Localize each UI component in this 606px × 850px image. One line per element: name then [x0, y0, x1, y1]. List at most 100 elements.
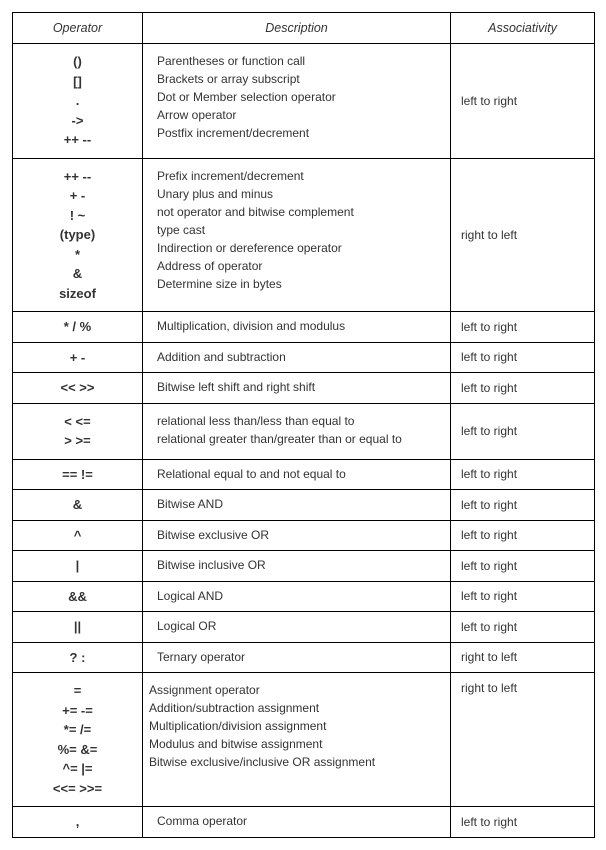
table-row: || Logical OR left to right: [13, 612, 595, 643]
description-text: Comma operator: [157, 812, 444, 830]
description-text: Bitwise left shift and right shift: [157, 378, 444, 396]
operator-cell: ++ --+ -! ~(type)*&sizeof: [13, 158, 143, 312]
associativity-cell: left to right: [451, 312, 595, 343]
operator-text: == !=: [17, 465, 138, 485]
description-cell: Prefix increment/decrementUnary plus and…: [143, 158, 451, 312]
associativity-cell: left to right: [451, 581, 595, 612]
table-row: << >> Bitwise left shift and right shift l…: [13, 373, 595, 404]
description-cell: Multiplication, division and modulus: [143, 312, 451, 343]
description-cell: Bitwise AND: [143, 490, 451, 521]
description-text: Assignment operator: [149, 681, 444, 699]
associativity-cell: left to right: [451, 490, 595, 521]
header-associativity: Associativity: [451, 13, 595, 44]
table-row: < <=> >=relational less than/less than e…: [13, 403, 595, 459]
operator-precedence-table: Operator Description Associativity ()[].…: [12, 12, 595, 838]
description-cell: Logical AND: [143, 581, 451, 612]
description-text: Bitwise AND: [157, 495, 444, 513]
description-text: not operator and bitwise complement: [157, 203, 444, 221]
description-text: Determine size in bytes: [157, 275, 444, 293]
operator-text: > >=: [17, 431, 138, 451]
header-operator: Operator: [13, 13, 143, 44]
operator-text: < <=: [17, 412, 138, 432]
table-row: &Bitwise AND left to right: [13, 490, 595, 521]
description-text: Brackets or array subscript: [157, 70, 444, 88]
operator-text: + -: [17, 186, 138, 206]
operator-cell: << >>: [13, 373, 143, 404]
operator-text: =: [17, 681, 138, 701]
description-text: Unary plus and minus: [157, 185, 444, 203]
operator-text: ^: [17, 526, 138, 546]
operator-text: ! ~: [17, 206, 138, 226]
operator-text: << >>: [17, 378, 138, 398]
table-row: * / %Multiplication, division and modulu…: [13, 312, 595, 343]
table-row: ^ Bitwise exclusive OR left to right: [13, 520, 595, 551]
operator-text: (): [17, 52, 138, 72]
operator-cell: |: [13, 551, 143, 582]
associativity-cell: left to right: [451, 459, 595, 490]
table-row: ()[].->++ -- Parentheses or function call…: [13, 44, 595, 159]
operator-cell: ||: [13, 612, 143, 643]
table-row: =+= -=*= /=%= &=^= |=<<= >>=Assignment o…: [13, 673, 595, 807]
description-text: Logical AND: [157, 587, 444, 605]
associativity-cell: left to right: [451, 612, 595, 643]
description-cell: Bitwise exclusive OR: [143, 520, 451, 551]
description-text: Ternary operator: [157, 648, 444, 666]
operator-text: ++ --: [17, 167, 138, 187]
operator-text: .: [17, 91, 138, 111]
operator-text: sizeof: [17, 284, 138, 304]
description-text: Bitwise inclusive OR: [157, 556, 444, 574]
operator-text: ? :: [17, 648, 138, 668]
operator-cell: =+= -=*= /=%= &=^= |=<<= >>=: [13, 673, 143, 807]
description-cell: Bitwise left shift and right shift: [143, 373, 451, 404]
description-text: type cast: [157, 221, 444, 239]
description-text: Logical OR: [157, 617, 444, 635]
operator-text: += -=: [17, 701, 138, 721]
table-row: | Bitwise inclusive OR left to right: [13, 551, 595, 582]
operator-cell: ()[].->++ --: [13, 44, 143, 159]
table-row: && Logical AND left to right: [13, 581, 595, 612]
description-cell: Assignment operatorAddition/subtraction …: [143, 673, 451, 807]
operator-cell: == !=: [13, 459, 143, 490]
operator-text: *= /=: [17, 720, 138, 740]
description-text: Relational equal to and not equal to: [157, 465, 444, 483]
description-text: Modulus and bitwise assignment: [149, 735, 444, 753]
header-description: Description: [143, 13, 451, 44]
associativity-cell: left to right: [451, 520, 595, 551]
operator-text: &: [17, 264, 138, 284]
description-cell: relational less than/less than equal tor…: [143, 403, 451, 459]
description-cell: Addition and subtraction: [143, 342, 451, 373]
operator-text: ++ --: [17, 130, 138, 150]
description-text: Postfix increment/decrement: [157, 124, 444, 142]
operator-cell: < <=> >=: [13, 403, 143, 459]
description-text: Addition and subtraction: [157, 348, 444, 366]
operator-cell: &&: [13, 581, 143, 612]
associativity-cell: left to right: [451, 551, 595, 582]
associativity-cell: right to left: [451, 673, 595, 807]
operator-text: |: [17, 556, 138, 576]
table-row: == != Relational equal to and not equal t…: [13, 459, 595, 490]
operator-cell: * / %: [13, 312, 143, 343]
associativity-cell: left to right: [451, 342, 595, 373]
operator-text: ^= |=: [17, 759, 138, 779]
operator-text: []: [17, 72, 138, 92]
operator-cell: &: [13, 490, 143, 521]
operator-text: * / %: [17, 317, 138, 337]
table-header-row: Operator Description Associativity: [13, 13, 595, 44]
description-text: Indirection or dereference operator: [157, 239, 444, 257]
table-row: + -Addition and subtractionleft to right: [13, 342, 595, 373]
description-cell: Ternary operator: [143, 642, 451, 673]
description-text: relational greater than/greater than or …: [157, 430, 444, 448]
operator-text: ||: [17, 617, 138, 637]
description-text: Bitwise exclusive OR: [157, 526, 444, 544]
operator-text: <<= >>=: [17, 779, 138, 799]
description-cell: Relational equal to and not equal to: [143, 459, 451, 490]
description-text: relational less than/less than equal to: [157, 412, 444, 430]
description-text: Address of operator: [157, 257, 444, 275]
description-text: Prefix increment/decrement: [157, 167, 444, 185]
description-text: Arrow operator: [157, 106, 444, 124]
description-text: Parentheses or function call: [157, 52, 444, 70]
description-text: Addition/subtraction assignment: [149, 699, 444, 717]
description-text: Bitwise exclusive/inclusive OR assignmen…: [149, 753, 444, 771]
associativity-cell: left to right: [451, 373, 595, 404]
operator-cell: ? :: [13, 642, 143, 673]
